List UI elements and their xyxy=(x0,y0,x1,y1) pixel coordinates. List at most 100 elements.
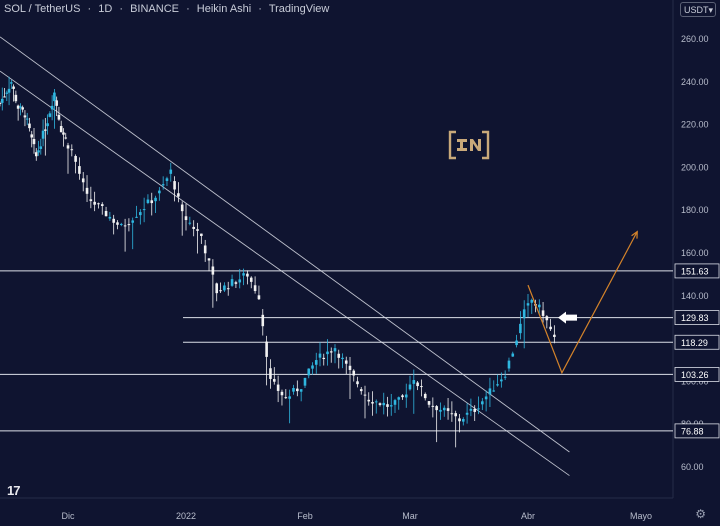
candle-body xyxy=(549,326,552,330)
candle-body xyxy=(142,209,146,211)
candle-body xyxy=(473,408,477,412)
candle-body xyxy=(123,225,127,227)
candle-body xyxy=(161,184,165,186)
candle-body xyxy=(382,402,386,406)
x-tick-label: Feb xyxy=(297,511,313,521)
candle-body xyxy=(46,123,49,127)
candle-body xyxy=(484,396,488,400)
projection-line[interactable] xyxy=(527,231,638,375)
candle-body xyxy=(127,224,131,226)
candle-body xyxy=(363,394,367,396)
candle-body xyxy=(158,190,161,194)
candle-body xyxy=(530,299,534,303)
candle-body xyxy=(541,310,545,316)
candle-body xyxy=(500,379,503,382)
candle-body xyxy=(0,98,4,103)
candle-body xyxy=(341,357,344,360)
candle-body xyxy=(348,365,352,370)
candle-body xyxy=(265,341,268,357)
gear-icon[interactable]: ⚙ xyxy=(695,507,706,521)
candle-body xyxy=(299,389,303,392)
candle-body xyxy=(412,380,416,384)
y-tick-label: 220.00 xyxy=(681,120,709,130)
candle-body xyxy=(553,334,556,337)
provider-label: TradingView xyxy=(268,3,330,15)
symbol-label[interactable]: SOL / TetherUS xyxy=(4,3,81,15)
candle-body xyxy=(303,377,307,386)
candle-body xyxy=(215,283,219,294)
y-tick-label: 180.00 xyxy=(681,205,709,215)
candle-body xyxy=(3,96,6,98)
candle-body xyxy=(511,353,515,357)
candle-body xyxy=(188,222,192,224)
candle-body xyxy=(288,396,291,399)
candle-body xyxy=(211,266,215,275)
candle-body xyxy=(12,86,15,89)
candle-body xyxy=(32,138,36,145)
candle-body xyxy=(545,316,549,321)
y-tick-label: 200.00 xyxy=(681,162,709,172)
candle-body xyxy=(326,351,329,355)
candle-body xyxy=(242,273,245,276)
x-tick-label: 2022 xyxy=(176,511,196,521)
candle-body xyxy=(41,130,45,139)
candle-body xyxy=(53,92,56,102)
candle-body xyxy=(450,413,454,415)
candle-body xyxy=(311,365,314,369)
price-level-tag xyxy=(674,310,720,325)
x-tick-label: Mar xyxy=(402,511,418,521)
candle-body xyxy=(249,277,253,282)
candle-body xyxy=(276,384,280,391)
candle-body xyxy=(70,149,74,151)
candle-body xyxy=(359,389,363,392)
candle-body xyxy=(442,407,446,411)
bein-logo xyxy=(448,130,490,160)
candle-body xyxy=(329,351,333,353)
candle-body xyxy=(458,418,461,422)
candle-body xyxy=(292,388,295,392)
price-level-label: 129.83 xyxy=(681,313,709,323)
candle-body xyxy=(108,216,112,219)
candle-body xyxy=(515,340,518,346)
trendline[interactable] xyxy=(0,36,570,453)
candle-body xyxy=(97,203,100,205)
candle-body xyxy=(454,413,457,417)
candle-body xyxy=(356,381,359,385)
candle-body xyxy=(192,226,195,229)
candle-body xyxy=(119,223,123,225)
candle-body xyxy=(519,323,522,334)
candle-body xyxy=(253,285,257,292)
candle-body xyxy=(397,397,401,400)
candle-body xyxy=(30,134,34,138)
candle-body xyxy=(408,384,412,390)
header-separator: · xyxy=(119,3,124,15)
candle-body xyxy=(322,357,326,360)
candle-body xyxy=(39,146,43,149)
candle-body xyxy=(367,399,371,402)
tradingview-logo[interactable]: 17 xyxy=(7,483,21,498)
candle-body xyxy=(37,150,40,153)
candle-body xyxy=(522,309,526,319)
candle-body xyxy=(146,199,150,204)
price-level-tag xyxy=(674,367,720,382)
price-level-tag xyxy=(674,423,720,439)
candle-body xyxy=(378,403,382,405)
candle-body xyxy=(230,279,234,286)
candle-body xyxy=(307,368,311,376)
candle-body xyxy=(150,200,154,204)
currency-selector[interactable]: USDT▾ xyxy=(680,2,716,17)
candle-body xyxy=(261,314,265,327)
candle-body xyxy=(19,106,22,108)
candle-body xyxy=(507,360,511,369)
candle-body xyxy=(200,233,203,236)
price-level-tag xyxy=(674,263,720,279)
candle-body xyxy=(416,382,419,387)
interval-label[interactable]: 1D xyxy=(98,3,113,15)
candle-body xyxy=(81,178,85,183)
candle-body xyxy=(465,412,469,415)
chart-style-label[interactable]: Heikin Ashi xyxy=(196,3,252,15)
candle-body xyxy=(184,216,188,221)
candle-body xyxy=(337,353,341,358)
candle-body xyxy=(423,393,427,399)
